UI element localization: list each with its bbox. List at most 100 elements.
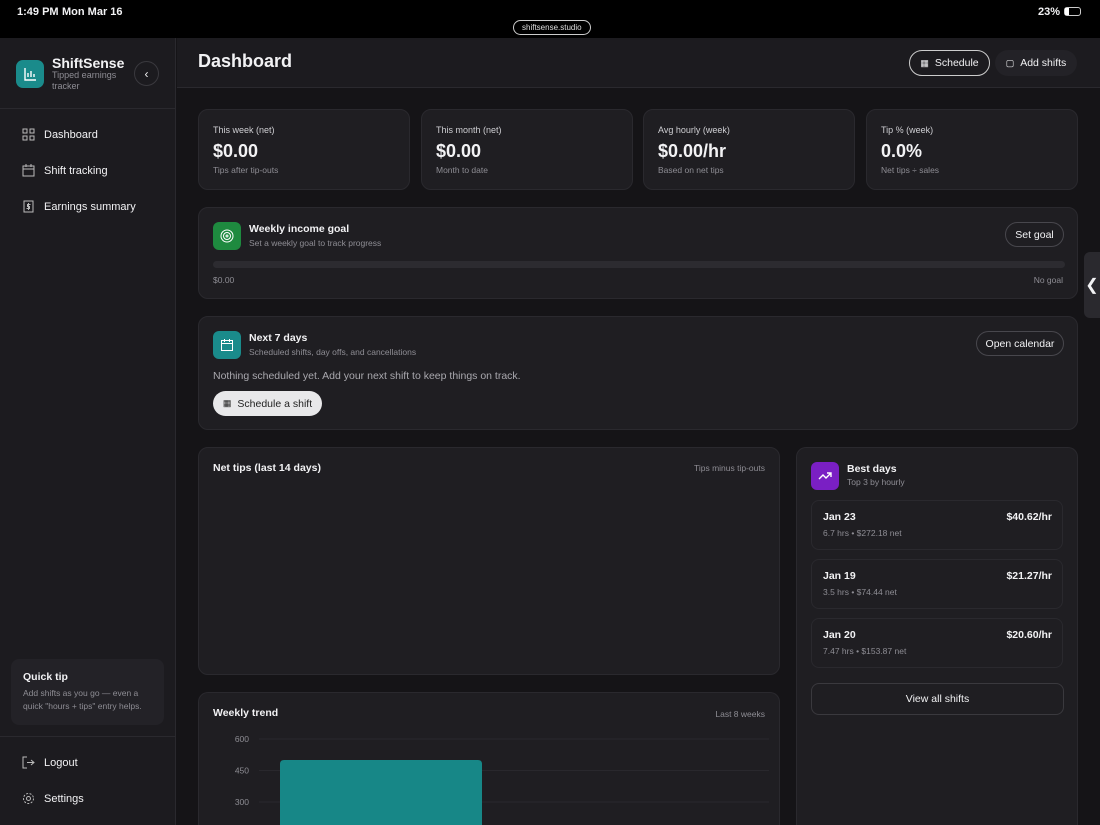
goal-progress-bar xyxy=(213,261,1065,268)
stat-card-avg-hourly: Avg hourly (week) $0.00/hr Based on net ti… xyxy=(643,109,855,190)
quick-tip: Quick tip Add shifts as you go — even a … xyxy=(11,659,164,725)
weekly-trend-card: Weekly trend Last 8 weeks 600 450 300 xyxy=(198,692,780,825)
add-shifts-label: Add shifts xyxy=(1020,57,1067,69)
schedule-a-shift-label: Schedule a shift xyxy=(237,397,313,410)
calendar-icon xyxy=(22,164,35,177)
logout-icon xyxy=(22,756,35,769)
settings-label: Settings xyxy=(44,792,84,805)
next7-empty-message: Nothing scheduled yet. Add your next shi… xyxy=(213,370,521,382)
settings-button[interactable]: Settings xyxy=(22,792,84,805)
app-logo xyxy=(16,60,44,88)
quick-tip-title: Quick tip xyxy=(23,671,68,683)
bar[interactable] xyxy=(280,760,482,825)
set-goal-button[interactable]: Set goal xyxy=(1005,222,1064,247)
collapse-sidebar-button[interactable]: ‹ xyxy=(134,61,159,86)
schedule-label: Schedule xyxy=(934,57,979,69)
view-all-shifts-button[interactable]: View all shifts xyxy=(811,683,1064,715)
weekly-trend-chart: 600 450 300 xyxy=(235,734,769,825)
stat-sub: Based on net tips xyxy=(658,165,724,175)
stat-sub: Month to date xyxy=(436,165,488,175)
logout-label: Logout xyxy=(44,756,78,769)
best-days-subtitle: Top 3 by hourly xyxy=(847,477,905,487)
sidebar-item-shift-tracking[interactable]: Shift tracking xyxy=(22,164,108,177)
stat-label: This week (net) xyxy=(213,125,275,135)
battery-level: 23% xyxy=(1038,6,1061,18)
calendar-icon: ▦ xyxy=(920,57,929,68)
sidebar-item-label: Shift tracking xyxy=(44,164,108,177)
side-panel-toggle[interactable]: ❮ xyxy=(1084,252,1100,318)
stat-card-this-week: This week (net) $0.00 Tips after tip-outs xyxy=(198,109,410,190)
best-day-date: Jan 19 xyxy=(823,570,856,582)
stat-value: 0.0% xyxy=(881,141,923,161)
best-day-date: Jan 23 xyxy=(823,511,856,523)
goal-title: Weekly income goal xyxy=(249,223,350,235)
calendar-icon: ▢ xyxy=(1005,57,1015,68)
header: Dashboard ▦ Schedule ▢ Add shifts xyxy=(177,38,1100,88)
sidebar: ShiftSense Tipped earnings tracker ‹ Das… xyxy=(0,38,176,825)
stat-sub: Tips after tip-outs xyxy=(213,165,279,175)
add-shifts-button[interactable]: ▢ Add shifts xyxy=(995,50,1077,76)
divider xyxy=(0,736,176,737)
battery-icon xyxy=(1064,7,1081,16)
app-tagline: Tipped earnings tracker xyxy=(52,70,117,91)
page-title: Dashboard xyxy=(198,51,293,71)
y-tick-label: 450 xyxy=(235,766,249,776)
status-date: Mon Mar 16 xyxy=(62,6,123,18)
best-day-rate: $21.27/hr xyxy=(1006,570,1052,582)
target-icon xyxy=(213,222,241,250)
stat-label: Avg hourly (week) xyxy=(658,125,730,135)
weekly-goal-card: Weekly income goal Set a weekly goal to … xyxy=(198,207,1078,299)
schedule-a-shift-button[interactable]: ▦ Schedule a shift xyxy=(213,391,322,416)
best-day-meta: 3.5 hrs • $74.44 net xyxy=(823,587,897,597)
net-tips-card: Net tips (last 14 days) Tips minus tip-o… xyxy=(198,447,780,675)
calendar-icon xyxy=(213,331,241,359)
sidebar-item-dashboard[interactable]: Dashboard xyxy=(22,128,98,141)
goal-subtitle: Set a weekly goal to track progress xyxy=(249,238,382,248)
schedule-button[interactable]: ▦ Schedule xyxy=(909,50,990,76)
quick-tip-text: Add shifts as you go — even a quick "hou… xyxy=(23,688,142,711)
best-day-rate: $40.62/hr xyxy=(1006,511,1052,523)
sidebar-item-earnings-summary[interactable]: Earnings summary xyxy=(22,200,136,213)
y-tick-label: 600 xyxy=(235,734,249,744)
stat-label: This month (net) xyxy=(436,125,502,135)
stat-label: Tip % (week) xyxy=(881,125,934,135)
best-day-row[interactable]: Jan 20 $20.60/hr 7.47 hrs • $153.87 net xyxy=(811,618,1063,668)
best-days-card: Best days Top 3 by hourly Jan 23 $40.62/h… xyxy=(796,447,1078,825)
app-name: ShiftSense xyxy=(52,55,125,71)
grid-icon xyxy=(22,128,35,141)
status-bar: 1:49 PM Mon Mar 16 23% xyxy=(0,0,1100,38)
goal-current: $0.00 xyxy=(213,275,235,285)
net-tips-title: Net tips (last 14 days) xyxy=(213,462,321,474)
stat-card-this-month: This month (net) $0.00 Month to date xyxy=(421,109,633,190)
logout-button[interactable]: Logout xyxy=(22,756,78,769)
calendar-icon: ▦ xyxy=(222,398,232,408)
best-day-row[interactable]: Jan 23 $40.62/hr 6.7 hrs • $272.18 net xyxy=(811,500,1063,550)
best-day-row[interactable]: Jan 19 $21.27/hr 3.5 hrs • $74.44 net xyxy=(811,559,1063,609)
next7-title: Next 7 days xyxy=(249,332,308,344)
gear-icon xyxy=(23,793,34,804)
chart-title: Weekly trend xyxy=(213,707,279,719)
best-day-meta: 7.47 hrs • $153.87 net xyxy=(823,646,907,656)
stat-value: $0.00 xyxy=(213,141,259,161)
chart-note: Last 8 weeks xyxy=(715,709,765,719)
stat-card-tip-percent: Tip % (week) 0.0% Net tips ÷ sales xyxy=(866,109,1078,190)
open-calendar-button[interactable]: Open calendar xyxy=(976,331,1064,356)
sidebar-item-label: Earnings summary xyxy=(44,200,136,213)
status-time: 1:49 PM xyxy=(17,6,59,18)
stat-value: $0.00 xyxy=(436,141,482,161)
best-day-rate: $20.60/hr xyxy=(1006,629,1052,641)
goal-target: No goal xyxy=(1033,275,1063,285)
next-7-days-card: Next 7 days Scheduled shifts, day offs, … xyxy=(198,316,1078,430)
best-day-date: Jan 20 xyxy=(823,629,856,641)
trending-up-icon xyxy=(811,462,839,490)
best-days-title: Best days xyxy=(847,463,897,475)
stat-sub: Net tips ÷ sales xyxy=(881,165,940,175)
stat-value: $0.00/hr xyxy=(658,141,727,161)
y-tick-label: 300 xyxy=(235,797,249,807)
dollar-doc-icon xyxy=(23,200,34,213)
bar-chart-icon xyxy=(24,68,36,81)
next7-subtitle: Scheduled shifts, day offs, and cancella… xyxy=(249,347,417,357)
best-day-meta: 6.7 hrs • $272.18 net xyxy=(823,528,902,538)
url-pill[interactable]: shiftsense.studio xyxy=(513,20,591,35)
net-tips-note: Tips minus tip-outs xyxy=(693,463,765,473)
